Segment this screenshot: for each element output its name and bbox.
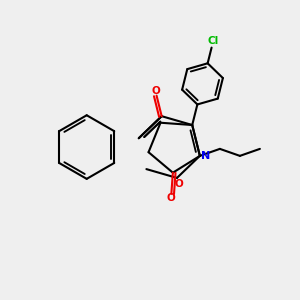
Text: Cl: Cl bbox=[208, 36, 219, 46]
Text: O: O bbox=[151, 86, 160, 96]
Text: O: O bbox=[167, 193, 176, 203]
Text: O: O bbox=[174, 179, 183, 189]
Text: N: N bbox=[201, 151, 210, 161]
